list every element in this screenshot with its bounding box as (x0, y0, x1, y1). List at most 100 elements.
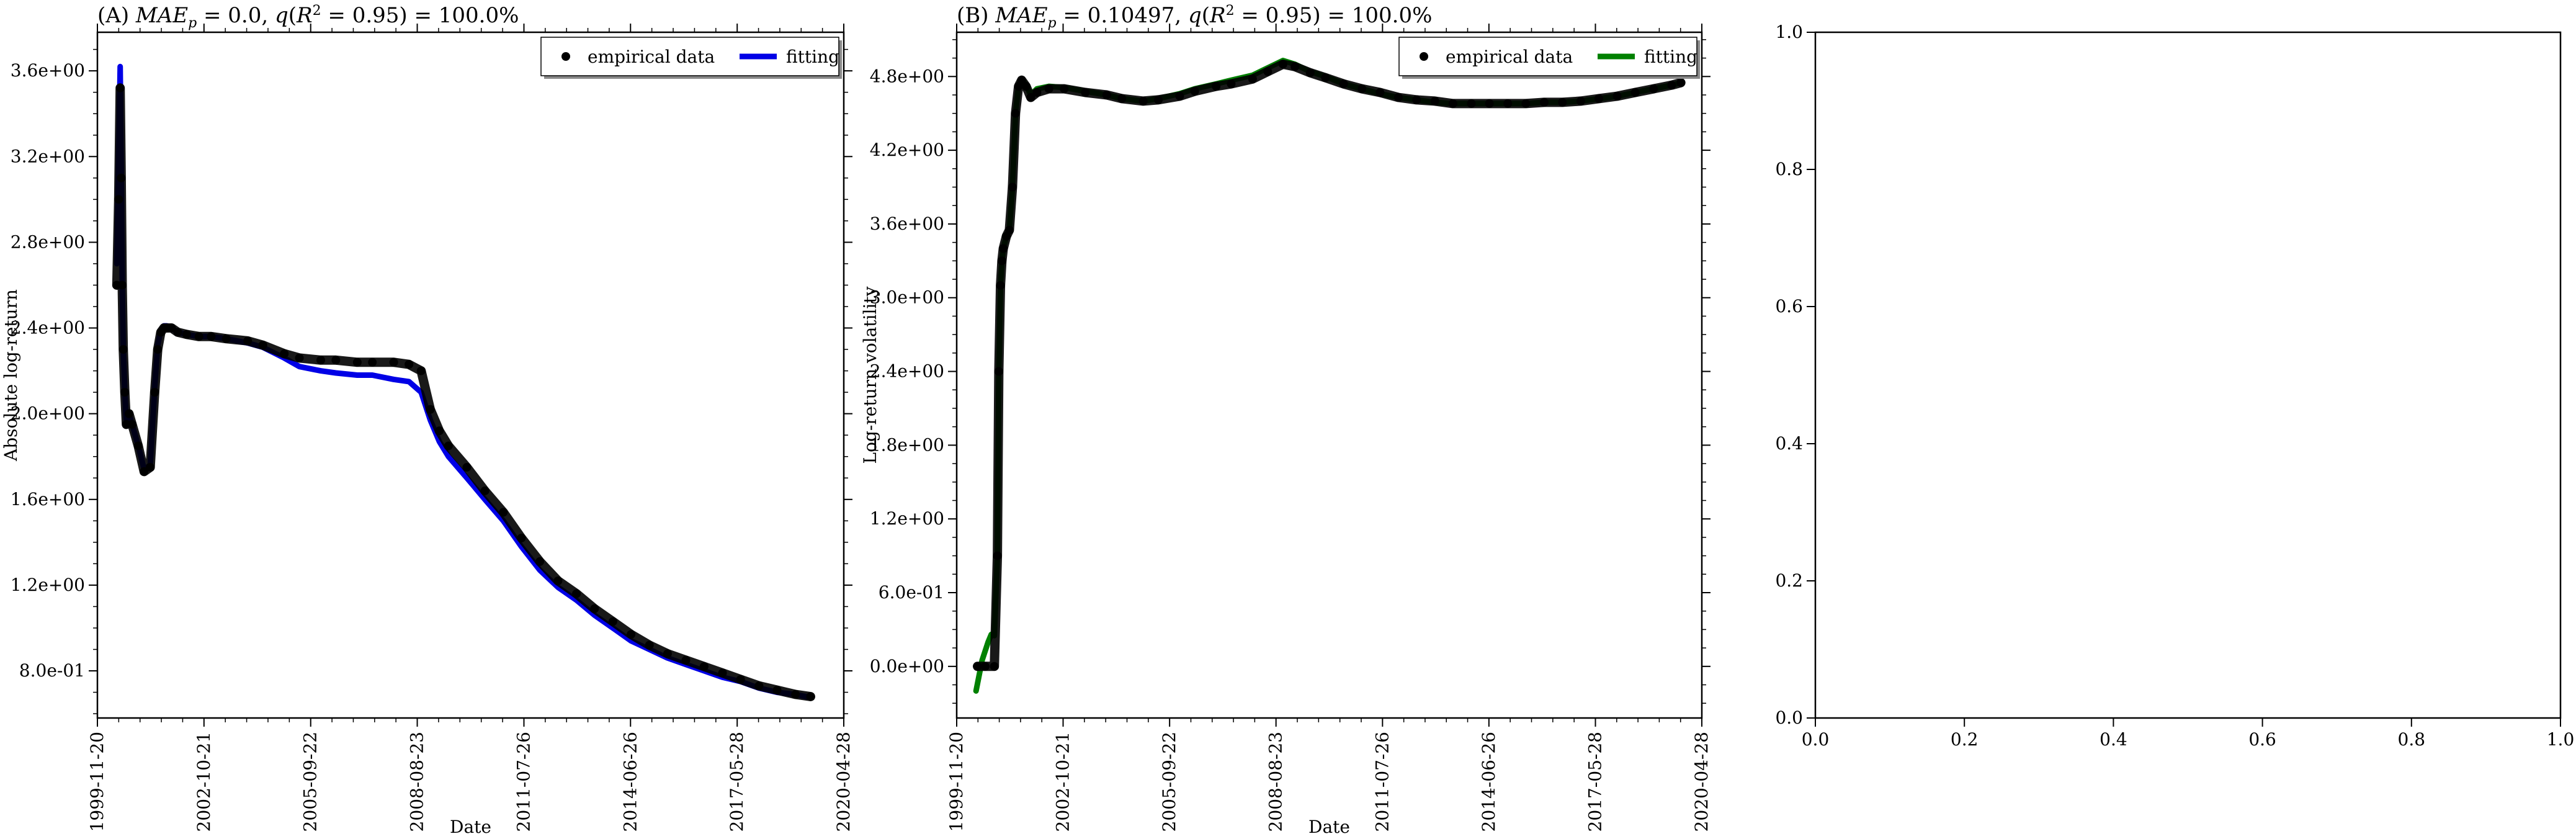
legend-label-fitting: fitting (1644, 47, 1697, 67)
data-point (117, 280, 127, 290)
data-point (444, 441, 453, 451)
x-tick-label: 0.0 (1802, 729, 1830, 750)
x-tick-label: 2017-05-28 (727, 732, 747, 832)
series-line-fitting (973, 58, 1684, 694)
data-point (990, 662, 999, 671)
data-point (1485, 99, 1494, 108)
data-point (1649, 84, 1658, 94)
y-axis-label: Absolute log-return (1, 289, 21, 462)
y-tick-label: 1.8e+00 (870, 434, 944, 455)
data-point (280, 349, 289, 358)
chart-title: (B) MAEp = 0.10497, q(R2 = 0.95) = 100.0… (957, 3, 1432, 31)
data-point (999, 244, 1008, 253)
data-point (973, 662, 982, 671)
data-point (1008, 182, 1017, 192)
x-tick-label: 2014-06-26 (620, 732, 640, 832)
y-tick-label: 2.4e+00 (11, 318, 85, 338)
data-point (608, 617, 617, 626)
data-point (368, 357, 377, 367)
data-point (627, 630, 636, 639)
data-point (1227, 79, 1236, 89)
data-point (1321, 73, 1330, 83)
data-point (993, 551, 1002, 560)
data-point (416, 366, 426, 375)
data-point (499, 508, 508, 517)
x-axis-label: Date (1308, 817, 1350, 837)
data-point (1263, 67, 1272, 76)
data-point (535, 557, 545, 566)
data-point (1448, 99, 1457, 108)
data-point (1305, 68, 1315, 78)
axes-frame (1814, 31, 2562, 719)
data-point (1339, 79, 1348, 89)
x-tick-label: 2020-04-28 (833, 732, 854, 832)
data-point (221, 334, 231, 343)
data-point (572, 589, 581, 598)
data-point (115, 83, 125, 92)
data-point (1138, 96, 1148, 105)
data-point (389, 357, 398, 367)
y-tick-label: 1.6e+00 (11, 489, 85, 509)
series-line-fitting (114, 63, 813, 701)
data-point (681, 655, 691, 665)
x-tick-label: 2011-07-26 (1372, 732, 1392, 832)
data-point (791, 690, 800, 699)
data-point (1393, 92, 1403, 102)
legend-marker-empirical (1420, 52, 1428, 61)
data-point (150, 388, 159, 397)
x-tick-label: 1.0 (2547, 729, 2575, 750)
axes-frame (955, 31, 1703, 719)
x-tick-label: 2008-08-23 (1266, 732, 1286, 832)
data-point (1060, 84, 1069, 94)
x-tick-label: 2008-08-23 (407, 732, 427, 832)
data-point (182, 330, 191, 339)
y-tick-label: 0.0e+00 (870, 656, 944, 676)
legend-label-empirical: empirical data (588, 47, 715, 67)
data-point (1017, 76, 1026, 85)
data-point (1102, 90, 1111, 99)
legend-box (1398, 37, 1697, 76)
data-point (997, 256, 1006, 266)
plot-area (112, 63, 815, 701)
y-tick-label: 3.6e+00 (870, 213, 944, 234)
data-point (517, 533, 526, 542)
data-point (146, 462, 155, 472)
data-point (1212, 82, 1221, 91)
data-point (754, 681, 764, 691)
y-tick-label: 3.6e+00 (11, 60, 85, 81)
data-point (1375, 88, 1385, 97)
data-point (806, 692, 815, 701)
x-tick-label: 2020-04-28 (1691, 732, 1712, 832)
y-tick-label: 0.0 (1775, 707, 1803, 728)
x-tick-label: 0.2 (1951, 729, 1979, 750)
data-point (718, 668, 727, 678)
data-point (316, 356, 326, 365)
data-point (1667, 81, 1676, 90)
data-point (1357, 84, 1367, 94)
chart-title: (A) MAEp = 0.0, q(R2 = 0.95) = 100.0% (97, 3, 519, 31)
x-tick-label: 0.4 (2100, 729, 2127, 750)
y-tick-label: 6.0e-01 (879, 582, 944, 603)
data-point (1044, 84, 1053, 94)
data-point (1021, 82, 1031, 91)
data-point (1430, 96, 1439, 105)
data-point (981, 662, 990, 671)
panel-c: 0.0 0.2 0.4 0.6 0.8 1.0 0.0 0.2 0.4 0.6 0.8 1.0 (1775, 22, 2574, 750)
plot-area (973, 58, 1686, 694)
data-point (114, 195, 123, 204)
x-tick-label: 1999-11-20 (87, 732, 107, 832)
y-tick-label: 1.2e+00 (870, 508, 944, 529)
data-point (1290, 62, 1300, 71)
panel-b: (B) MAEp = 0.10497, q(R2 = 0.95) = 100.0… (860, 3, 1712, 837)
data-point (1503, 99, 1513, 108)
data-point (1011, 109, 1020, 118)
data-point (1412, 95, 1421, 104)
data-point (124, 409, 133, 418)
data-point (480, 486, 490, 495)
data-point (426, 405, 435, 414)
data-point (1175, 91, 1184, 101)
legend-box (540, 37, 839, 76)
data-point (553, 577, 563, 585)
data-point (772, 686, 782, 695)
